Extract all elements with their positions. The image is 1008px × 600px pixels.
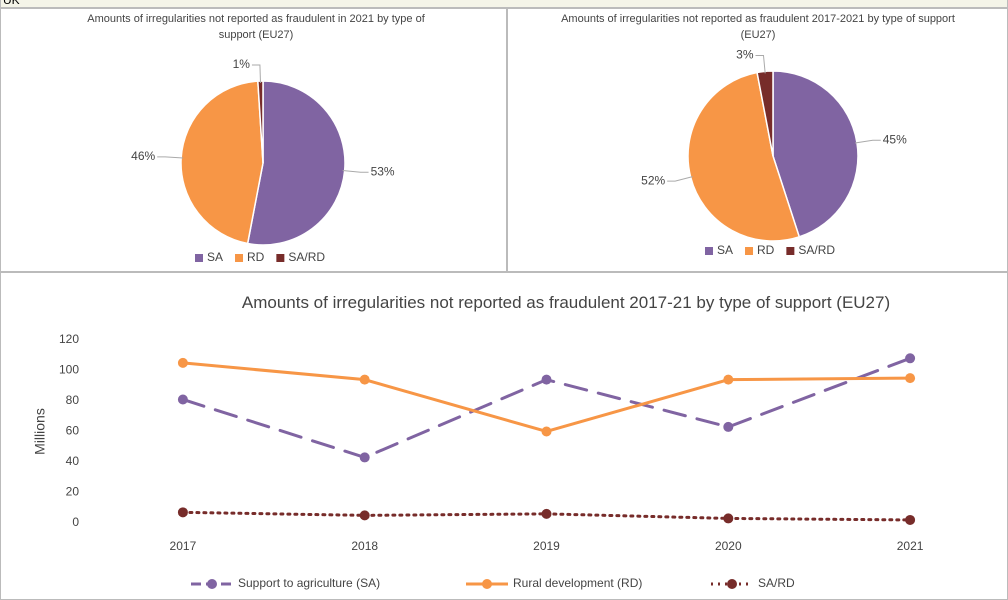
legend-label: RD (247, 250, 265, 264)
series-marker (177, 394, 188, 405)
series-marker (541, 426, 552, 437)
legend-label: SA/RD (798, 243, 835, 257)
legend-label: RD (757, 243, 775, 257)
row-label: UK (3, 0, 20, 7)
legend-swatch (195, 254, 203, 262)
legend-label: SA (717, 243, 733, 257)
chart-title: Amounts of irregularities not reported a… (241, 293, 891, 312)
y-tick-label: 100 (59, 363, 79, 377)
x-tick-label: 2021 (897, 539, 924, 553)
legend-swatch (786, 247, 795, 255)
chart: Millions 0 20 40 60 80 100 120 2017 2018 2019 2020 2… (32, 332, 924, 590)
chart-title: Amounts of irregularities not reported a… (561, 13, 955, 41)
chart: 45% 52% 3% SA RD SA/RD (641, 48, 907, 258)
x-tick-label: 2018 (351, 539, 378, 553)
data-label: 3% (736, 48, 754, 62)
series-marker (905, 514, 916, 525)
series-marker (541, 374, 552, 385)
data-label: 53% (371, 164, 395, 178)
table-strip: UK (0, 0, 1008, 8)
series-marker (723, 421, 734, 432)
legend-marker (482, 579, 492, 589)
series-marker (359, 452, 370, 463)
y-tick-label: 80 (66, 393, 80, 407)
leader-line (342, 170, 369, 173)
series-marker (359, 510, 370, 521)
chart: 53% 46% 1% SA RD SA/RD (131, 57, 395, 264)
chart-title: Amounts of irregularities not reported a… (87, 13, 425, 41)
series-line (181, 361, 912, 434)
legend-marker (207, 579, 217, 589)
x-tick-label: 2020 (715, 539, 742, 553)
series-marker (359, 374, 370, 385)
data-label: 52% (641, 173, 665, 187)
data-label: 46% (131, 149, 155, 163)
y-axis-label: Millions (32, 408, 48, 455)
legend-swatch (705, 247, 713, 255)
line-panel: Amounts of irregularities not reported a… (0, 272, 1008, 600)
y-tick-label: 120 (59, 332, 79, 346)
y-tick-label: 0 (72, 515, 79, 529)
legend-marker (727, 579, 737, 589)
leader-line (157, 156, 184, 159)
series-marker (723, 374, 734, 385)
series-marker (905, 373, 916, 384)
series-marker (541, 508, 552, 519)
data-label: 1% (233, 57, 251, 71)
y-tick-label: 40 (66, 454, 80, 468)
pie-slice (180, 80, 264, 245)
legend-label: Support to agriculture (SA) (238, 576, 380, 590)
legend-label: Rural development (RD) (513, 576, 642, 590)
series-marker (723, 513, 734, 524)
legend-label: SA (207, 250, 223, 264)
leader-line (251, 64, 261, 84)
series-marker (177, 357, 188, 368)
legend-swatch (745, 247, 754, 255)
leader-line (667, 176, 693, 182)
series-marker (905, 353, 916, 364)
legend-label: SA/RD (288, 250, 325, 264)
data-label: 45% (883, 132, 907, 146)
y-tick-label: 20 (66, 485, 80, 499)
x-tick-label: 2019 (533, 539, 560, 553)
leader-line (854, 139, 881, 144)
y-tick-label: 60 (66, 424, 80, 438)
legend-swatch (276, 254, 285, 262)
legend-label: SA/RD (758, 576, 795, 590)
legend-swatch (235, 254, 244, 262)
series-marker (177, 507, 188, 518)
x-tick-label: 2017 (170, 539, 197, 553)
pie-panel: Amounts of irregularities not reported a… (0, 8, 507, 272)
leader-line (755, 54, 766, 74)
pie-panel: Amounts of irregularities not reported a… (507, 8, 1008, 272)
